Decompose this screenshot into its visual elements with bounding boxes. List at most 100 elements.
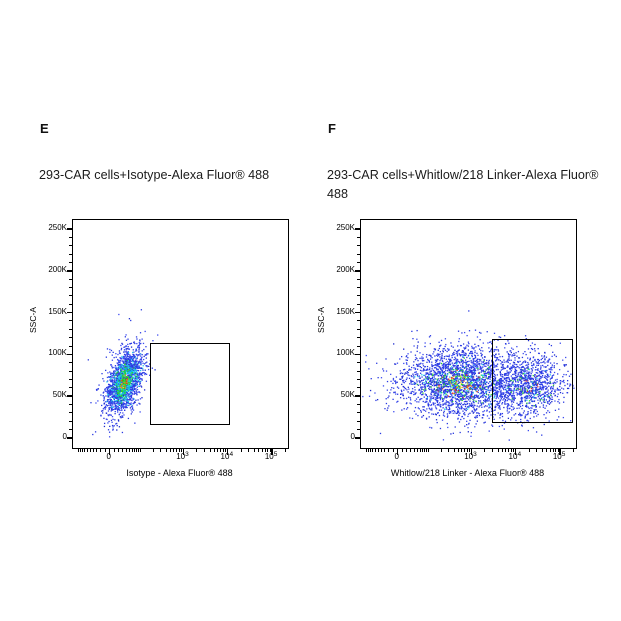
y-tick-mark-minor [357, 412, 360, 414]
y-tick-label: 50K [52, 390, 67, 400]
x-tick-label: 104 [220, 450, 234, 462]
y-tick-mark-major [354, 228, 360, 230]
x-tick-mark-minor [366, 449, 368, 453]
x-tick-mark-minor [80, 449, 82, 453]
y-tick-mark-minor [69, 328, 72, 330]
x-tick-mark-minor [104, 449, 106, 453]
y-tick-mark-minor [69, 261, 72, 263]
x-tick-mark-minor [217, 449, 219, 453]
x-tick-mark-major [109, 449, 111, 455]
y-tick-mark-major [354, 395, 360, 397]
x-tick-mark-minor [173, 449, 175, 453]
x-tick-mark-minor [136, 449, 138, 453]
x-tick-mark-major [515, 449, 517, 455]
y-tick-mark-minor [69, 420, 72, 422]
panel-title-f: 293-CAR cells+Whitlow/218 Linker-Alexa F… [327, 168, 599, 201]
x-tick-mark-minor [374, 449, 376, 453]
x-tick-mark-minor [82, 449, 84, 453]
y-tick-mark-minor [357, 328, 360, 330]
panel-e: E 293-CAR cells+Isotype-Alexa Fluor® 488… [0, 0, 310, 621]
x-tick-label: 0 [394, 452, 399, 461]
y-tick-label: 200K [336, 264, 355, 274]
y-tick-mark-minor [357, 253, 360, 255]
x-tick-mark-minor [258, 449, 260, 453]
y-tick-label: 0 [350, 431, 355, 441]
x-tick-mark-minor [225, 449, 227, 453]
x-tick-mark-major [470, 449, 473, 455]
x-tick-mark-minor [209, 449, 211, 453]
x-tick-mark-minor [165, 449, 167, 453]
x-tick-mark-minor [513, 449, 515, 453]
y-tick-mark-minor [69, 303, 72, 305]
y-tick-mark-minor [357, 429, 360, 431]
x-tick-mark-minor [128, 449, 130, 453]
x-tick-mark-minor [253, 449, 255, 453]
x-tick-mark-minor [549, 449, 551, 453]
x-tick-mark-minor [468, 449, 470, 453]
x-tick-mark-minor [557, 449, 559, 453]
panel-f: F 293-CAR cells+Whitlow/218 Linker-Alexa… [288, 0, 598, 621]
x-tick-mark-minor [426, 449, 428, 453]
x-tick-mark-minor [78, 449, 80, 453]
x-tick-mark-minor [96, 449, 98, 453]
x-tick-mark-minor [380, 449, 382, 453]
y-tick-label: 200K [48, 264, 67, 274]
x-tick-mark-minor [448, 449, 450, 453]
x-tick-mark-minor [140, 449, 142, 453]
x-tick-mark-minor [134, 449, 136, 453]
gate-rectangle-f [491, 339, 574, 423]
x-tick-mark-minor [453, 449, 455, 453]
x-tick-mark-minor [406, 449, 408, 453]
y-tick-mark-minor [69, 245, 72, 247]
y-tick-label: 250K [48, 223, 67, 233]
x-tick-mark-minor [428, 449, 430, 453]
y-tick-mark-minor [69, 337, 72, 339]
scatter-canvas-f [361, 220, 576, 448]
y-tick-label: 50K [340, 390, 355, 400]
y-tick-mark-minor [69, 370, 72, 372]
y-tick-mark-major [354, 437, 360, 439]
x-tick-mark-minor [461, 449, 463, 453]
y-tick-mark-minor [69, 253, 72, 255]
y-tick-mark-minor [69, 412, 72, 414]
x-axis-label-e: Isotype - Alexa Fluor® 488 [126, 468, 233, 478]
y-tick-mark-major [66, 311, 72, 314]
x-tick-mark-minor [122, 449, 124, 453]
x-tick-mark-minor [113, 449, 115, 453]
x-tick-mark-minor [284, 449, 286, 453]
y-tick-mark-major [354, 270, 360, 272]
y-tick-label: 100K [336, 348, 355, 358]
x-tick-mark-minor [511, 449, 512, 453]
x-tick-mark-minor [392, 449, 394, 453]
x-tick-mark-minor [416, 449, 418, 453]
x-tick-mark-minor [196, 449, 198, 453]
x-tick-label: 0 [106, 452, 111, 461]
x-tick-mark-minor [176, 449, 178, 453]
y-tick-mark-major [66, 395, 72, 397]
y-tick-mark-minor [69, 345, 72, 347]
x-tick-mark-minor [419, 449, 421, 453]
x-tick-mark-minor [100, 449, 102, 453]
x-tick-mark-minor [552, 449, 554, 453]
x-tick-label: 105 [552, 450, 566, 462]
y-tick-mark-minor [357, 387, 360, 389]
x-tick-mark-minor [125, 449, 127, 453]
y-tick-mark-minor [69, 429, 72, 431]
x-tick-mark-minor [536, 449, 538, 453]
x-tick-mark-minor [457, 449, 459, 453]
x-tick-mark-minor [86, 449, 88, 453]
y-tick-mark-minor [357, 236, 360, 238]
y-tick-mark-minor [357, 404, 360, 406]
x-tick-label: 104 [508, 450, 522, 462]
y-tick-mark-minor [69, 404, 72, 406]
x-tick-mark-minor [160, 449, 162, 453]
y-tick-mark-major [66, 270, 72, 272]
y-tick-mark-minor [69, 287, 72, 289]
x-tick-mark-major [271, 449, 273, 455]
x-tick-mark-minor [267, 449, 269, 453]
x-tick-mark-minor [505, 449, 507, 453]
y-tick-label: 150K [336, 306, 355, 316]
x-tick-mark-minor [501, 449, 503, 453]
y-tick-mark-major [66, 437, 72, 439]
